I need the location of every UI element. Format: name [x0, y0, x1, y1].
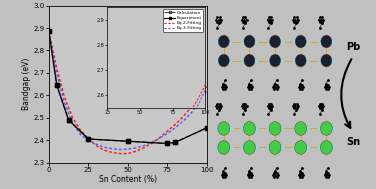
Calculation [126, 140, 130, 142]
Eq.3-Fitting [94, 143, 99, 145]
Circle shape [269, 122, 281, 135]
Eq.2-Fitting [110, 151, 114, 154]
Eq.3-Fitting [181, 120, 185, 122]
Y-axis label: Bandgap (eV): Bandgap (eV) [22, 58, 31, 110]
Eq.3-Fitting [47, 30, 51, 33]
Eq.2-Fitting [118, 153, 122, 155]
Eq.3-Fitting [118, 148, 122, 151]
Eq.3-Fitting [149, 141, 154, 143]
Circle shape [295, 122, 307, 135]
Circle shape [244, 35, 255, 48]
Eq.3-Fitting [165, 132, 170, 135]
Circle shape [218, 122, 230, 135]
Calculation [86, 138, 91, 140]
Circle shape [244, 54, 255, 67]
Eq.3-Fitting [205, 90, 209, 92]
Eq.3-Fitting [62, 102, 67, 104]
Line: Calculation: Calculation [47, 30, 209, 145]
Eq.3-Fitting [86, 139, 91, 141]
Eq.2-Fitting [55, 67, 59, 70]
Experiment [173, 141, 177, 143]
Eq.3-Fitting [55, 73, 59, 75]
Eq.2-Fitting [205, 85, 209, 88]
Eq.2-Fitting [126, 153, 130, 155]
Experiment [126, 140, 130, 142]
Eq.2-Fitting [165, 130, 170, 132]
X-axis label: Sn Content (%): Sn Content (%) [99, 175, 157, 184]
Eq.3-Fitting [141, 145, 146, 147]
Calculation [173, 141, 177, 143]
Experiment [55, 84, 59, 86]
Experiment [47, 30, 51, 33]
Eq.3-Fitting [157, 137, 162, 139]
Calculation [66, 119, 71, 121]
Eq.2-Fitting [141, 147, 146, 149]
Eq.3-Fitting [78, 133, 83, 136]
Line: Experiment: Experiment [47, 30, 209, 145]
Eq.2-Fitting [62, 96, 67, 99]
Calculation [205, 127, 209, 129]
Circle shape [295, 35, 306, 48]
Eq.3-Fitting [173, 127, 177, 129]
Text: Pb: Pb [346, 42, 361, 52]
Circle shape [321, 54, 332, 67]
Calculation [47, 30, 51, 33]
Eq.2-Fitting [94, 145, 99, 147]
Circle shape [295, 141, 307, 154]
Circle shape [218, 141, 230, 154]
Circle shape [295, 54, 306, 67]
Circle shape [218, 35, 229, 48]
Circle shape [321, 35, 332, 48]
Eq.2-Fitting [102, 149, 106, 151]
Eq.3-Fitting [70, 122, 75, 124]
Eq.3-Fitting [110, 147, 114, 150]
Circle shape [270, 35, 280, 48]
Eq.2-Fitting [70, 117, 75, 119]
Line: Eq.2-Fitting: Eq.2-Fitting [49, 31, 207, 154]
Circle shape [244, 141, 255, 154]
Experiment [165, 142, 170, 145]
Eq.3-Fitting [197, 102, 201, 104]
Eq.2-Fitting [78, 129, 83, 131]
Eq.2-Fitting [47, 30, 51, 33]
Eq.3-Fitting [189, 112, 193, 114]
Calculation [165, 142, 170, 145]
Line: Eq.3-Fitting: Eq.3-Fitting [49, 31, 207, 149]
Circle shape [269, 141, 281, 154]
Circle shape [218, 54, 229, 67]
Eq.3-Fitting [126, 148, 130, 150]
Circle shape [244, 122, 255, 135]
Experiment [66, 119, 71, 121]
Eq.2-Fitting [86, 138, 91, 140]
Experiment [205, 127, 209, 129]
Text: Sn: Sn [346, 137, 360, 147]
Circle shape [270, 54, 280, 67]
Eq.3-Fitting [133, 147, 138, 149]
Experiment [86, 138, 91, 140]
Calculation [55, 84, 59, 86]
Eq.2-Fitting [157, 137, 162, 139]
Eq.2-Fitting [149, 142, 154, 145]
Eq.2-Fitting [133, 150, 138, 153]
Eq.2-Fitting [181, 115, 185, 118]
Circle shape [320, 141, 332, 154]
Eq.2-Fitting [197, 96, 201, 99]
Circle shape [320, 122, 332, 135]
Eq.2-Fitting [173, 123, 177, 125]
Eq.3-Fitting [102, 146, 106, 148]
Eq.2-Fitting [189, 107, 193, 109]
